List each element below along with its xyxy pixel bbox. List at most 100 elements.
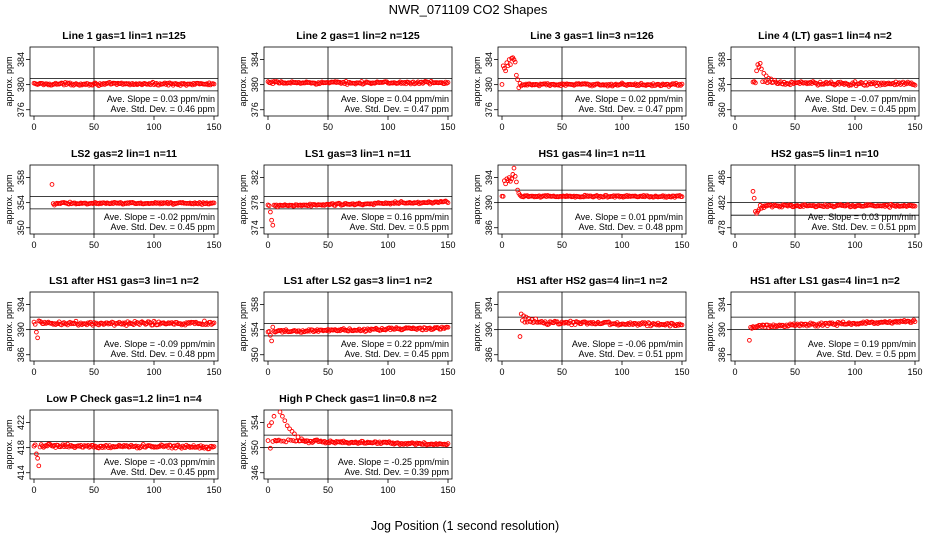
- panel: HS1 gas=4 lin=1 n=11 0 50 100 150 386 390 394ap…: [472, 148, 690, 250]
- x-tick-label: 100: [614, 122, 629, 132]
- data-point: [910, 318, 915, 324]
- x-tick-label: 0: [31, 240, 36, 250]
- data-point: [500, 63, 506, 69]
- data-point: [211, 444, 217, 449]
- slope-annotation: Ave. Slope = 0.03 ppm/min: [107, 94, 215, 104]
- sd-annotation: Ave. Std. Dev. = 0.5 ppm: [817, 349, 916, 359]
- y-axis-label: approx. ppm: [4, 174, 14, 224]
- data-point: [445, 324, 451, 330]
- slope-annotation: Ave. Slope = 0.04 ppm/min: [341, 94, 449, 104]
- data-point: [90, 322, 96, 328]
- y-tick-label: 482: [717, 195, 727, 210]
- slope-annotation: Ave. Slope = 0.01 ppm/min: [575, 212, 683, 222]
- sd-annotation: Ave. Std. Dev. = 0.47 ppm: [345, 104, 449, 114]
- data-point: [754, 68, 759, 74]
- y-tick-label: 394: [484, 170, 494, 185]
- panel: Line 2 gas=1 lin=2 n=125 0 50 100 150 376 380 3…: [238, 30, 456, 132]
- y-tick-label: 418: [16, 440, 26, 455]
- data-point: [825, 323, 830, 329]
- data-point: [86, 321, 92, 326]
- data-point: [266, 203, 272, 209]
- data-point: [756, 207, 762, 212]
- data-point: [284, 423, 290, 429]
- data-point: [35, 455, 40, 461]
- panel: LS1 after HS1 gas=3 lin=1 n=2 0 50 100 150 38…: [4, 275, 222, 377]
- data-point: [311, 329, 316, 335]
- data-point: [508, 62, 513, 67]
- data-point: [34, 451, 39, 457]
- sd-annotation: Ave. Std. Dev. = 0.46 ppm: [111, 104, 215, 114]
- data-point: [761, 70, 767, 76]
- x-tick-label: 50: [89, 367, 99, 377]
- data-point: [679, 194, 685, 199]
- slope-annotation: Ave. Slope = -0.07 ppm/min: [805, 94, 916, 104]
- data-point: [514, 72, 519, 78]
- data-point: [517, 334, 523, 339]
- x-tick-label: 100: [146, 485, 161, 495]
- data-point: [559, 81, 565, 87]
- data-point: [753, 325, 758, 330]
- panel-frame: [263, 164, 453, 235]
- data-point: [292, 431, 297, 437]
- y-axis-label: approx. ppm: [705, 174, 715, 224]
- x-tick-label: 150: [206, 240, 221, 250]
- data-point: [295, 434, 301, 440]
- data-point: [286, 437, 291, 443]
- sd-annotation: Ave. Std. Dev. = 0.51 ppm: [579, 349, 683, 359]
- slope-annotation: Ave. Slope = 0.22 ppm/min: [341, 339, 449, 349]
- x-tick-label: 50: [557, 240, 567, 250]
- data-point: [840, 319, 846, 325]
- data-point: [398, 199, 404, 204]
- y-axis-label: approx. ppm: [4, 56, 14, 106]
- y-tick-label: 384: [484, 52, 494, 67]
- data-point: [32, 442, 38, 448]
- y-tick-label: 354: [250, 322, 260, 337]
- x-tick-label: 150: [907, 240, 922, 250]
- data-point: [281, 438, 286, 444]
- data-point: [503, 181, 508, 187]
- panel-frame: [730, 46, 920, 117]
- x-tick-label: 150: [440, 240, 455, 250]
- data-point: [762, 79, 768, 84]
- data-point: [679, 322, 685, 328]
- slope-annotation: Ave. Slope = 0.02 ppm/min: [575, 94, 683, 104]
- data-point: [211, 320, 217, 326]
- y-tick-label: 384: [16, 52, 26, 67]
- data-point: [443, 79, 448, 85]
- y-tick-label: 376: [484, 102, 494, 117]
- data-point: [356, 200, 362, 206]
- data-point: [759, 66, 764, 72]
- panel-title: Line 1 gas=1 lin=1 n=125: [62, 30, 186, 42]
- slope-annotation: Ave. Slope = 0.16 ppm/min: [341, 212, 449, 222]
- x-tick-label: 150: [440, 367, 455, 377]
- data-point: [269, 217, 274, 223]
- data-point: [268, 332, 273, 338]
- y-tick-label: 486: [717, 170, 727, 185]
- data-point: [777, 204, 782, 210]
- sd-annotation: Ave. Std. Dev. = 0.45 ppm: [812, 104, 916, 114]
- data-point: [269, 420, 274, 425]
- x-tick-label: 150: [907, 122, 922, 132]
- x-tick-label: 50: [323, 485, 333, 495]
- panel-frame: [730, 164, 920, 235]
- y-tick-label: 364: [717, 77, 727, 92]
- data-point: [765, 80, 770, 86]
- sd-annotation: Ave. Std. Dev. = 0.45 ppm: [345, 349, 449, 359]
- panel-title: LS1 after LS2 gas=3 lin=1 n=2: [284, 275, 433, 287]
- data-point: [763, 73, 769, 79]
- data-point: [765, 322, 770, 328]
- data-point: [912, 203, 918, 209]
- x-tick-label: 50: [790, 367, 800, 377]
- panel: HS1 after LS1 gas=4 lin=1 n=2 0 50 100 150 38…: [705, 275, 923, 377]
- panel-title: HS2 gas=5 lin=1 n=10: [771, 148, 879, 160]
- panel: Line 4 (LT) gas=1 lin=4 n=2 0 50 100 150 360 3…: [705, 30, 923, 132]
- slope-annotation: Ave. Slope = -0.25 ppm/min: [338, 457, 449, 467]
- x-tick-label: 50: [323, 367, 333, 377]
- y-tick-label: 386: [16, 347, 26, 362]
- data-point: [421, 440, 427, 445]
- data-point: [677, 193, 682, 198]
- y-tick-label: 386: [717, 347, 727, 362]
- y-axis-label: approx. ppm: [4, 419, 14, 469]
- data-point: [35, 335, 40, 341]
- data-point: [280, 413, 285, 419]
